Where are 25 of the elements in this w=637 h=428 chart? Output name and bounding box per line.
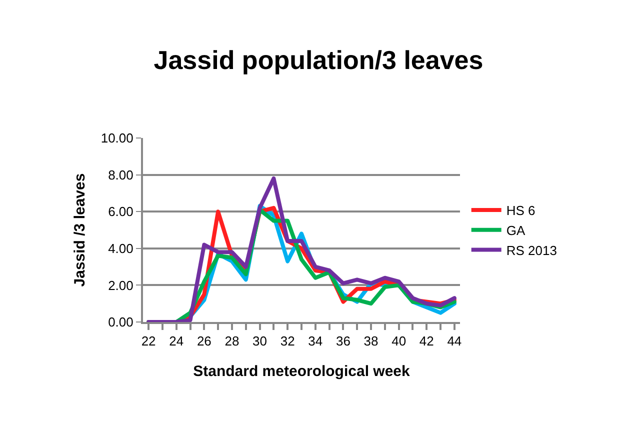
- y-axis-title: Jassid /3 leaves: [72, 173, 89, 287]
- x-tick-label: 32: [280, 334, 295, 349]
- x-tick-label: 42: [419, 334, 434, 349]
- y-tick-label: 2.00: [108, 278, 134, 293]
- x-tick-label: 40: [392, 334, 406, 349]
- x-tick-label: 36: [336, 334, 350, 349]
- legend-label: HS 6: [506, 203, 536, 218]
- y-tick-label: 4.00: [108, 240, 134, 256]
- x-tick-label: 26: [196, 334, 212, 349]
- x-tick-label: 34: [308, 334, 323, 349]
- legend-label: GA: [506, 222, 526, 238]
- chart-title: Jassid population/3 leaves: [154, 45, 484, 76]
- y-tick-label: 6.00: [108, 204, 134, 220]
- x-tick-label: 38: [364, 334, 378, 349]
- y-tick-label: 10.00: [100, 130, 134, 146]
- x-axis-title: Standard meteorological week: [193, 363, 411, 380]
- x-tick-label: 22: [141, 334, 156, 349]
- x-tick-label: 44: [447, 334, 462, 349]
- y-tick-label: 8.00: [108, 167, 134, 182]
- x-tick-label: 30: [252, 334, 268, 349]
- x-tick-label: 28: [224, 334, 240, 349]
- y-tick-label: 0.00: [108, 314, 134, 330]
- legend-label: RS 2013: [506, 242, 557, 258]
- line-series: [146, 176, 456, 322]
- x-tick-label: 24: [169, 334, 184, 349]
